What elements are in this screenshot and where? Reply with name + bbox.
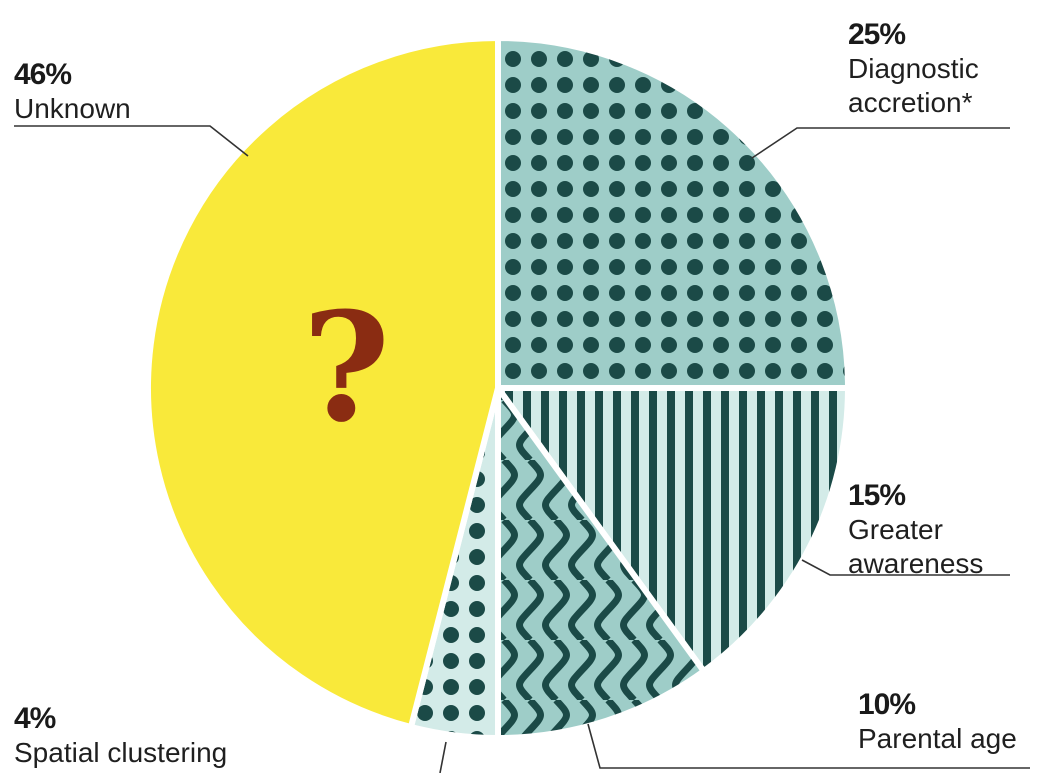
pie-slice-awareness [492, 385, 852, 676]
category-label-spatial: Spatial clustering [14, 737, 227, 768]
category-label-awareness: Greater [848, 514, 943, 545]
category-label-diagnostic: accretion* [848, 87, 973, 118]
leader-lines [14, 125, 1030, 774]
pie-slice-diagnostic [495, 34, 852, 391]
pie-slice-unknown [145, 34, 501, 731]
leader-line-parental [587, 723, 1030, 769]
question-mark-icon: ? [302, 280, 390, 456]
category-label-unknown: Unknown [14, 93, 131, 124]
leader-line-unknown [14, 125, 249, 157]
percent-label-parental: 10% [858, 688, 915, 721]
category-label-diagnostic: Diagnostic [848, 53, 979, 84]
leader-line-diagnostic [751, 127, 1010, 159]
percent-label-unknown: 46% [14, 58, 71, 91]
pie-slices: ? [145, 34, 852, 742]
percent-label-awareness: 15% [848, 479, 905, 512]
pie-slice-parental [495, 378, 708, 742]
leader-line-spatial [439, 741, 447, 774]
category-label-awareness: awareness [848, 548, 983, 579]
leader-line-awareness [801, 559, 1010, 576]
percent-label-spatial: 4% [14, 702, 56, 735]
percent-label-diagnostic: 25% [848, 18, 905, 51]
category-label-parental: Parental age [858, 723, 1017, 754]
